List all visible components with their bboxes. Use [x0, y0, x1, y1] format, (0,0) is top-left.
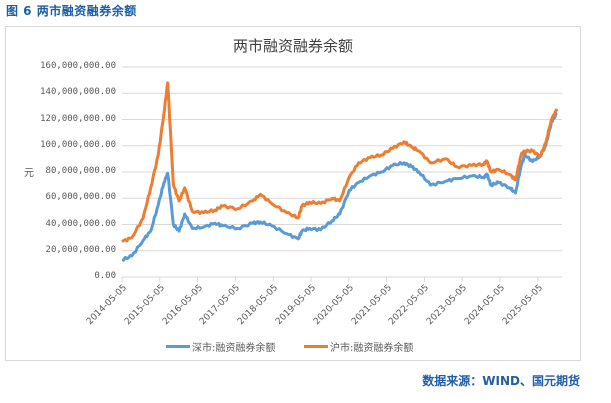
- series-line-sz: [121, 111, 558, 262]
- legend-item-sh: 沪市:融资融券余额: [304, 339, 413, 354]
- y-tick-label: 140,000,000.00: [40, 87, 116, 98]
- y-tick-label: 60,000,000.00: [45, 192, 116, 203]
- legend-swatch-sz: [166, 345, 190, 348]
- chart-frame: 两市融资融券余额 元 0.00 20,000,000.00 40,000,000.0…: [5, 26, 581, 361]
- y-tick-label: 120,000,000.00: [40, 113, 116, 124]
- figure-caption: 图 6 两市融资融券余额: [6, 4, 137, 18]
- chart-title: 两市融资融券余额: [232, 37, 353, 55]
- y-tick-label: 160,000,000.00: [40, 61, 116, 71]
- legend-label-sz: 深市:融资融券余额: [192, 343, 276, 354]
- y-tick-label: 80,000,000.00: [45, 166, 116, 176]
- legend-swatch-sh: [304, 345, 328, 348]
- y-axis-label: 元: [24, 168, 34, 179]
- legend-item-sz: 深市:融资融券余额: [166, 339, 275, 354]
- y-tick-label: 100,000,000.00: [40, 139, 116, 150]
- y-tick-label: 20,000,000.00: [45, 244, 116, 255]
- plot-area: [121, 66, 562, 282]
- y-tick-label: 0.00: [94, 271, 116, 281]
- legend-label-sh: 沪市:融资融券余额: [330, 343, 414, 354]
- series-line-sh: [121, 81, 559, 243]
- data-source: 数据来源：WIND、国元期货: [422, 374, 580, 388]
- y-tick-label: 40,000,000.00: [45, 218, 116, 229]
